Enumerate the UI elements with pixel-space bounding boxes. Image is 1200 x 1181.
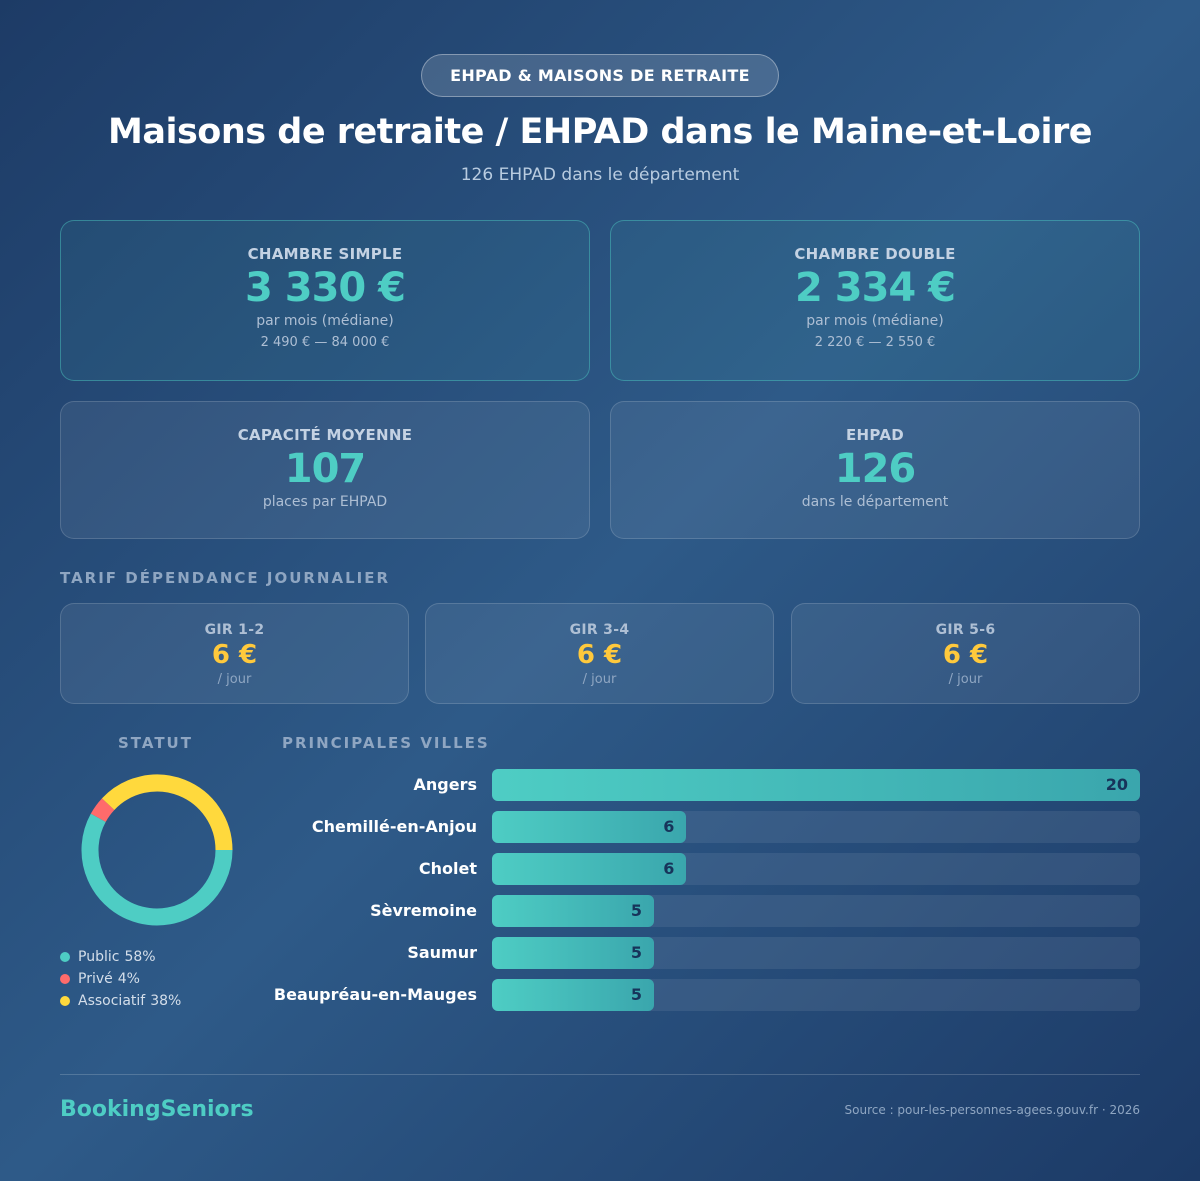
card-range: 2 220 € — 2 550 € [814,335,936,350]
bar-track: 5 [492,937,1140,969]
legend-dot [60,952,70,962]
legend-label: Associatif [78,993,146,1009]
donut-segment [81,813,233,926]
legend-value: 58% [124,949,156,965]
bar-value: 5 [630,943,642,962]
card-label: CHAMBRE SIMPLE [247,245,403,263]
bar: 6 [492,853,687,885]
card-unit: / jour [948,672,983,687]
donut-segment [101,774,233,851]
section-title: TARIF DÉPENDANCE JOURNALIER [60,569,391,587]
card-value: 6 € [211,640,258,670]
bar-value: 20 [1105,775,1128,794]
bar-track: 6 [492,853,1140,885]
bar-value: 6 [663,817,675,836]
card-label: CHAMBRE DOUBLE [794,245,956,263]
price-card: CHAMBRE SIMPLE 3 330 € par mois (médiane… [60,220,590,381]
gir-card: GIR 5-6 6 € / jour [791,603,1140,704]
stat-card: CAPACITÉ MOYENNE 107 places par EHPAD [60,401,590,539]
brand: BookingSeniors [60,1097,254,1122]
bar-value: 5 [630,901,642,920]
card-value: 6 € [942,640,989,670]
legend-label: Privé [78,971,113,987]
card-unit: dans le département [801,494,949,510]
badge: EHPAD & MAISONS DE RETRAITE [421,54,779,97]
legend-value: 4% [117,971,140,987]
bar-track: 5 [492,979,1140,1011]
bar-label: Chemillé-en-Anjou [311,817,477,836]
bar: 5 [492,979,654,1011]
gir-card: GIR 1-2 6 € / jour [60,603,409,704]
source: Source : pour-les-personnes-agees.gouv.f… [844,1103,1140,1117]
legend-item: Associatif 38% [60,990,181,1012]
bar: 6 [492,811,687,843]
card-value: 126 [834,446,917,492]
bar-value: 5 [630,985,642,1004]
stat-card: EHPAD 126 dans le département [610,401,1140,539]
bar-label: Beaupréau-en-Mauges [273,985,477,1004]
legend-item: Privé 4% [60,968,181,990]
legend: Public 58% Privé 4% Associatif 38% [60,946,181,1012]
donut-segment [90,798,115,823]
title: Maisons de retraite / EHPAD dans le Main… [108,112,1092,152]
bar: 20 [492,769,1140,801]
bar-label: Angers [413,775,478,794]
card-label: GIR 1-2 [204,622,265,638]
card-label: GIR 5-6 [935,622,996,638]
card-unit: / jour [582,672,617,687]
card-value: 107 [284,446,367,492]
card-unit: par mois (médiane) [256,313,394,329]
card-unit: / jour [217,672,252,687]
bar: 5 [492,937,654,969]
bar-track: 20 [492,769,1140,801]
bar: 5 [492,895,654,927]
bar-label: Saumur [407,943,477,962]
card-unit: places par EHPAD [262,494,388,510]
chart-title: STATUT [118,734,193,752]
divider [60,1074,1140,1075]
bar-label: Sèvremoine [370,901,477,920]
legend-item: Public 58% [60,946,181,968]
legend-dot [60,974,70,984]
bar-track: 5 [492,895,1140,927]
gir-card: GIR 3-4 6 € / jour [425,603,774,704]
legend-value: 38% [150,993,182,1009]
bar-chart: Angers 20 Chemillé-en-Anjou 6 Cholet 6 Sèvremo… [257,769,1140,1029]
card-value: 3 330 € [244,265,406,311]
legend-label: Public [78,949,120,965]
subtitle: 126 EHPAD dans le département [460,165,740,185]
bar-label: Cholet [418,859,477,878]
donut-chart [81,774,233,926]
card-label: EHPAD [846,426,904,444]
bar-track: 6 [492,811,1140,843]
card-value: 2 334 € [794,265,956,311]
card-range: 2 490 € — 84 000 € [260,335,390,350]
card-unit: par mois (médiane) [806,313,944,329]
card-value: 6 € [576,640,623,670]
bar-value: 6 [663,859,675,878]
chart-title: PRINCIPALES VILLES [282,734,490,752]
legend-dot [60,996,70,1006]
card-label: GIR 3-4 [569,622,630,638]
price-card: CHAMBRE DOUBLE 2 334 € par mois (médiane… [610,220,1140,381]
card-label: CAPACITÉ MOYENNE [237,426,413,444]
